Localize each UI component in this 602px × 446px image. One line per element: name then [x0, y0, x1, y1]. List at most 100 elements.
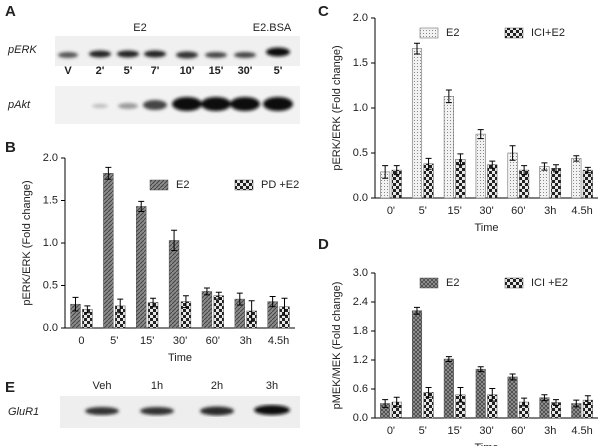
error-bar	[573, 155, 580, 162]
bar-hatch	[234, 299, 245, 328]
lane-label: 2'	[96, 65, 105, 77]
bar-hatch	[487, 164, 498, 198]
error-bar	[393, 165, 400, 176]
y-tick-label: 1.5	[353, 57, 368, 69]
y-axis-label: pERK/ERK (Fold change)	[331, 45, 343, 170]
x-tick-label: 60'	[206, 335, 220, 347]
y-tick-label: 0.5	[353, 147, 368, 159]
bar-hatch	[267, 301, 278, 328]
x-axis-label: Time	[474, 442, 498, 446]
y-tick-label: 2.0	[43, 152, 58, 164]
panel-letter: A	[5, 3, 16, 20]
error-bar	[541, 394, 548, 402]
bar-hatch	[70, 304, 81, 328]
panel-letter: D	[318, 236, 329, 253]
x-tick-label: 0'	[387, 205, 395, 217]
y-tick-label: 3.0	[353, 267, 368, 279]
legend-hatch	[235, 180, 253, 190]
bar-hatch	[475, 369, 486, 418]
y-axis-label: pMEK/MEK (Fold change)	[331, 282, 343, 410]
bar-hatch	[455, 159, 466, 198]
lane-label: 30'	[238, 65, 253, 77]
bar-hatch	[487, 394, 498, 418]
x-tick-label: 5'	[110, 335, 118, 347]
lane-labels: V 2' 5' 7' 10' 15' 30' 5'	[64, 65, 282, 77]
x-tick-label: 60'	[511, 425, 525, 437]
legend-hatch	[505, 28, 523, 38]
error-bar	[171, 229, 178, 252]
lane-label: Veh	[93, 380, 112, 392]
error-bar	[248, 300, 255, 322]
error-bar	[457, 387, 464, 403]
blot-header: E2.BSA	[253, 22, 292, 34]
bar-hatch	[423, 392, 434, 418]
legend-label: ICI+E2	[531, 27, 565, 39]
error-bar	[445, 356, 452, 362]
bar-hatch	[136, 206, 147, 328]
error-bar	[521, 165, 528, 176]
error-bar	[269, 296, 276, 308]
x-tick-label: 0	[78, 335, 84, 347]
legend-label: E2	[446, 277, 459, 289]
legend-label: ICI +E2	[531, 277, 568, 289]
bar-hatch	[475, 134, 486, 198]
bar-hatch	[423, 163, 434, 198]
error-bar	[521, 397, 528, 407]
x-tick-label: 30'	[173, 335, 187, 347]
bar-hatch	[279, 306, 290, 328]
bar-hatch	[202, 291, 212, 328]
bar-hatch	[391, 402, 402, 418]
bar-hatch	[583, 170, 593, 198]
error-bar	[552, 399, 559, 406]
error-bar	[281, 297, 288, 316]
error-bar	[138, 200, 145, 213]
panel-letter: B	[5, 139, 16, 156]
error-bar	[541, 162, 548, 171]
x-tick-label: 3h	[544, 205, 556, 217]
blot-bands	[85, 405, 290, 416]
x-tick-label: 30'	[479, 425, 493, 437]
blot-header: E2	[133, 22, 146, 34]
bar-hatch	[519, 170, 529, 198]
bar-hatch	[169, 240, 179, 328]
blot-row-label: pERK	[7, 44, 37, 56]
y-tick-label: 1.0	[43, 237, 58, 249]
y-tick-label: 0.0	[353, 192, 368, 204]
bar-hatch	[551, 168, 561, 198]
error-bar	[509, 145, 516, 161]
bar-hatch	[380, 171, 390, 198]
error-bar	[105, 166, 112, 180]
bar-hatch	[412, 310, 422, 418]
lane-label: 1h	[151, 380, 163, 392]
error-bar	[215, 291, 222, 300]
bar-hatch	[583, 400, 593, 418]
x-tick-label: 30'	[479, 205, 493, 217]
error-bar	[72, 296, 79, 312]
error-bar	[552, 164, 559, 173]
error-bar	[457, 153, 464, 166]
panel-letter: C	[318, 3, 329, 20]
blot-bands	[58, 47, 293, 111]
lane-label: 3h	[266, 380, 278, 392]
bar-hatch	[391, 170, 402, 198]
y-tick-label: 1.2	[353, 354, 368, 366]
legend-label: E2	[446, 27, 459, 39]
bar-hatch	[380, 403, 390, 418]
error-bar	[584, 395, 591, 405]
legend-hatch	[420, 278, 438, 288]
error-bar	[393, 396, 400, 408]
y-tick-label: 0.5	[43, 279, 58, 291]
error-bar	[150, 297, 157, 308]
lane-label: 10'	[180, 65, 195, 77]
lane-label: 5'	[124, 65, 133, 77]
error-bar	[509, 373, 516, 381]
x-tick-label: 0'	[387, 425, 395, 437]
blot-strip	[55, 36, 300, 66]
error-bar	[382, 165, 389, 179]
bar-hatch	[571, 158, 582, 198]
error-bar	[84, 305, 91, 314]
y-axis-label: pERK/ERK (Fold change)	[21, 180, 33, 305]
bar-hatch	[213, 295, 224, 328]
bar-hatch	[571, 403, 582, 418]
y-tick-label: 1.8	[353, 325, 368, 337]
